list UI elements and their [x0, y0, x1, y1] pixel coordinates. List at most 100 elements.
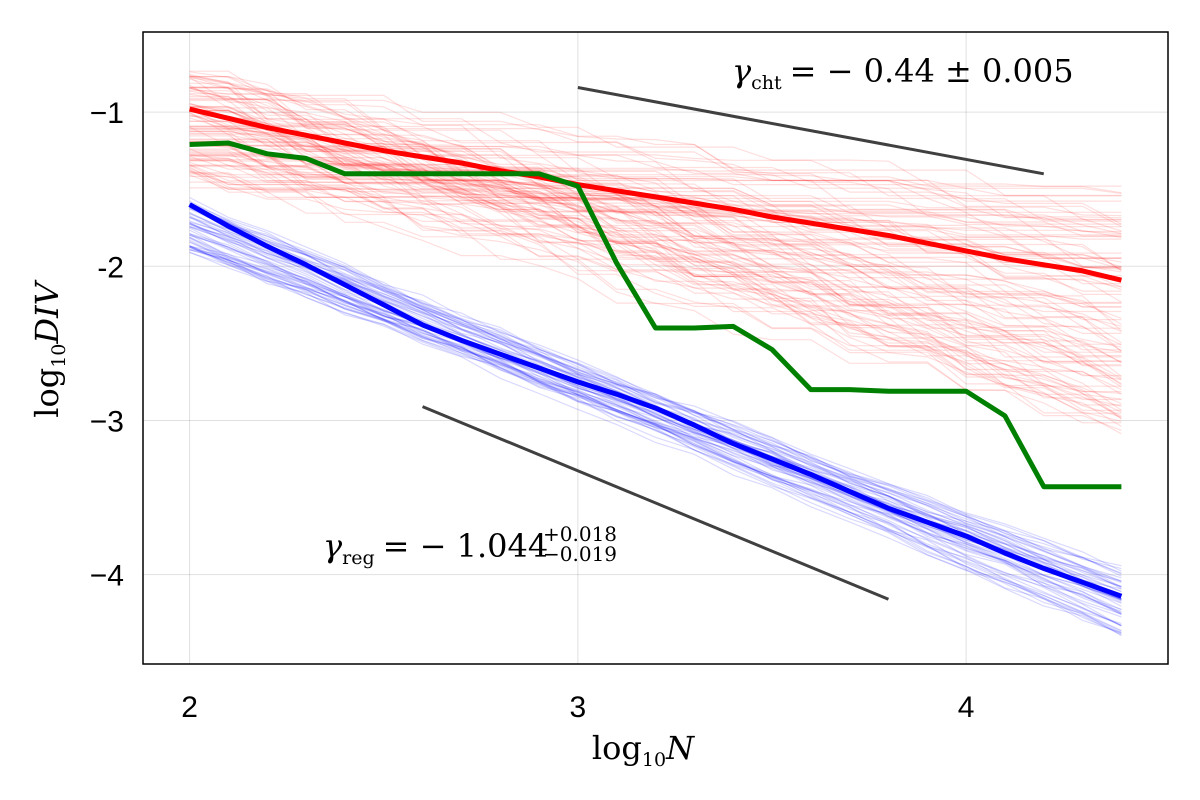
cht-run-line	[189, 99, 1122, 386]
ylabel-log: log	[28, 368, 66, 418]
cht-run-line	[189, 82, 1122, 194]
reg-run-line	[189, 227, 1122, 624]
cht-run-line	[189, 166, 1122, 387]
cht-run-line	[189, 71, 1122, 427]
main-series	[188, 106, 1123, 599]
cht-run-line	[189, 165, 1122, 304]
gamma-reg-sub: reg	[342, 547, 375, 569]
cht-run-line	[189, 75, 1122, 363]
cht-run-line	[189, 120, 1122, 366]
cht-run-line	[189, 107, 1122, 420]
reg-run-line	[189, 239, 1122, 603]
cht-run-line	[189, 130, 1122, 295]
cht-run-line	[189, 115, 1122, 379]
cht-run-line	[189, 90, 1122, 346]
reg-slope-line	[421, 405, 890, 601]
cht-run-line	[189, 109, 1122, 321]
reg-run-line	[189, 222, 1122, 614]
cht-run-line	[189, 70, 1122, 221]
cht-run-line	[189, 111, 1122, 417]
reference-slope-lines	[421, 86, 1045, 601]
cht-run-line	[189, 159, 1122, 395]
reg-run-line	[189, 245, 1122, 611]
sample-run-line	[189, 140, 1122, 490]
plot-frame	[142, 31, 1169, 665]
cht-run-line	[189, 75, 1122, 333]
cht-run-line	[189, 174, 1122, 228]
cht-run-line	[189, 135, 1122, 378]
cht-run-line	[189, 155, 1122, 240]
reg-run-line	[189, 234, 1122, 636]
cht-run-line	[189, 163, 1122, 381]
y-tick-label: −4	[90, 560, 124, 593]
reg-run-line	[189, 246, 1122, 604]
reg-run-line	[189, 246, 1122, 601]
cht-run-line	[189, 76, 1122, 377]
cht-run-line	[189, 74, 1122, 394]
y-tick-label: −1	[90, 97, 124, 130]
reg-run-line	[189, 222, 1122, 572]
cht-run-line	[189, 168, 1122, 345]
x-tick-label: 4	[958, 691, 975, 724]
reg-run-line	[189, 225, 1122, 577]
cht-run-line	[189, 112, 1122, 411]
reg-run-line	[189, 236, 1122, 600]
cht-run-line	[189, 160, 1122, 202]
cht-run-line	[189, 145, 1122, 195]
reg-run-line	[189, 229, 1122, 601]
reg-run-line	[189, 249, 1122, 601]
cht-run-line	[189, 86, 1122, 405]
gamma-cht-symbol: γ	[732, 52, 752, 90]
cht-run-line	[189, 88, 1122, 228]
reg-run-line	[189, 216, 1122, 579]
cht-run-line	[189, 125, 1122, 187]
axis-ticks: 2 3 4 −1 -2 −3 −4	[90, 97, 975, 724]
cht-run-line	[189, 87, 1122, 353]
cht-run-line	[189, 93, 1122, 270]
cht-run-line	[189, 172, 1122, 269]
cht-run-line	[189, 86, 1122, 219]
reg-run-line	[189, 246, 1122, 615]
cht-run-line	[189, 77, 1122, 380]
cht-run-line	[189, 171, 1122, 348]
cht-run-line	[189, 144, 1122, 367]
cht-run-line	[189, 117, 1122, 344]
cht-run-line	[189, 143, 1122, 327]
cht-run-line	[189, 164, 1122, 268]
reg-run-line	[189, 216, 1122, 637]
cht-run-line	[189, 105, 1122, 406]
cht-run-line	[189, 125, 1122, 222]
cht-run-line	[189, 103, 1122, 235]
annotation-gamma-reg: γreg = − 1.044 +0.018 −0.019	[323, 522, 617, 569]
cht-run-line	[189, 128, 1122, 329]
y-tick-label: -2	[97, 251, 124, 284]
cht-run-line	[189, 167, 1122, 353]
cht-mean-line	[189, 106, 1122, 283]
svg-text:γcht= − 0.44 ± 0.005: γcht = − 0.44 ± 0.005	[732, 52, 1074, 94]
reg-run-line	[189, 245, 1122, 587]
annotation-gamma-cht: γcht = − 0.44 ± 0.005	[732, 52, 1074, 94]
cht-run-line	[189, 139, 1122, 259]
cht-run-line	[189, 138, 1122, 225]
reg-run-line	[189, 232, 1122, 632]
gamma-cht-sub: cht	[751, 72, 782, 94]
reg-run-line	[189, 223, 1122, 627]
xlabel-var: N	[665, 729, 695, 767]
reg-run-line	[189, 245, 1122, 635]
cht-run-line	[189, 131, 1122, 308]
reg-run-line	[189, 206, 1122, 593]
cht-slope-line	[577, 86, 1045, 176]
gamma-reg-upper-error: +0.018	[543, 522, 617, 546]
x-tick-label: 3	[570, 691, 587, 724]
cht-run-line	[189, 75, 1122, 418]
cht-run-line	[189, 141, 1122, 353]
reg-run-line	[189, 203, 1122, 627]
cht-run-line	[189, 141, 1122, 217]
reg-run-line	[189, 212, 1122, 618]
x-tick-label: 2	[181, 691, 198, 724]
cht-run-line	[189, 154, 1122, 263]
reg-run-line	[189, 236, 1122, 588]
cht-run-line	[189, 106, 1122, 407]
reg-run-line	[189, 226, 1122, 627]
cht-run-line	[189, 73, 1122, 385]
